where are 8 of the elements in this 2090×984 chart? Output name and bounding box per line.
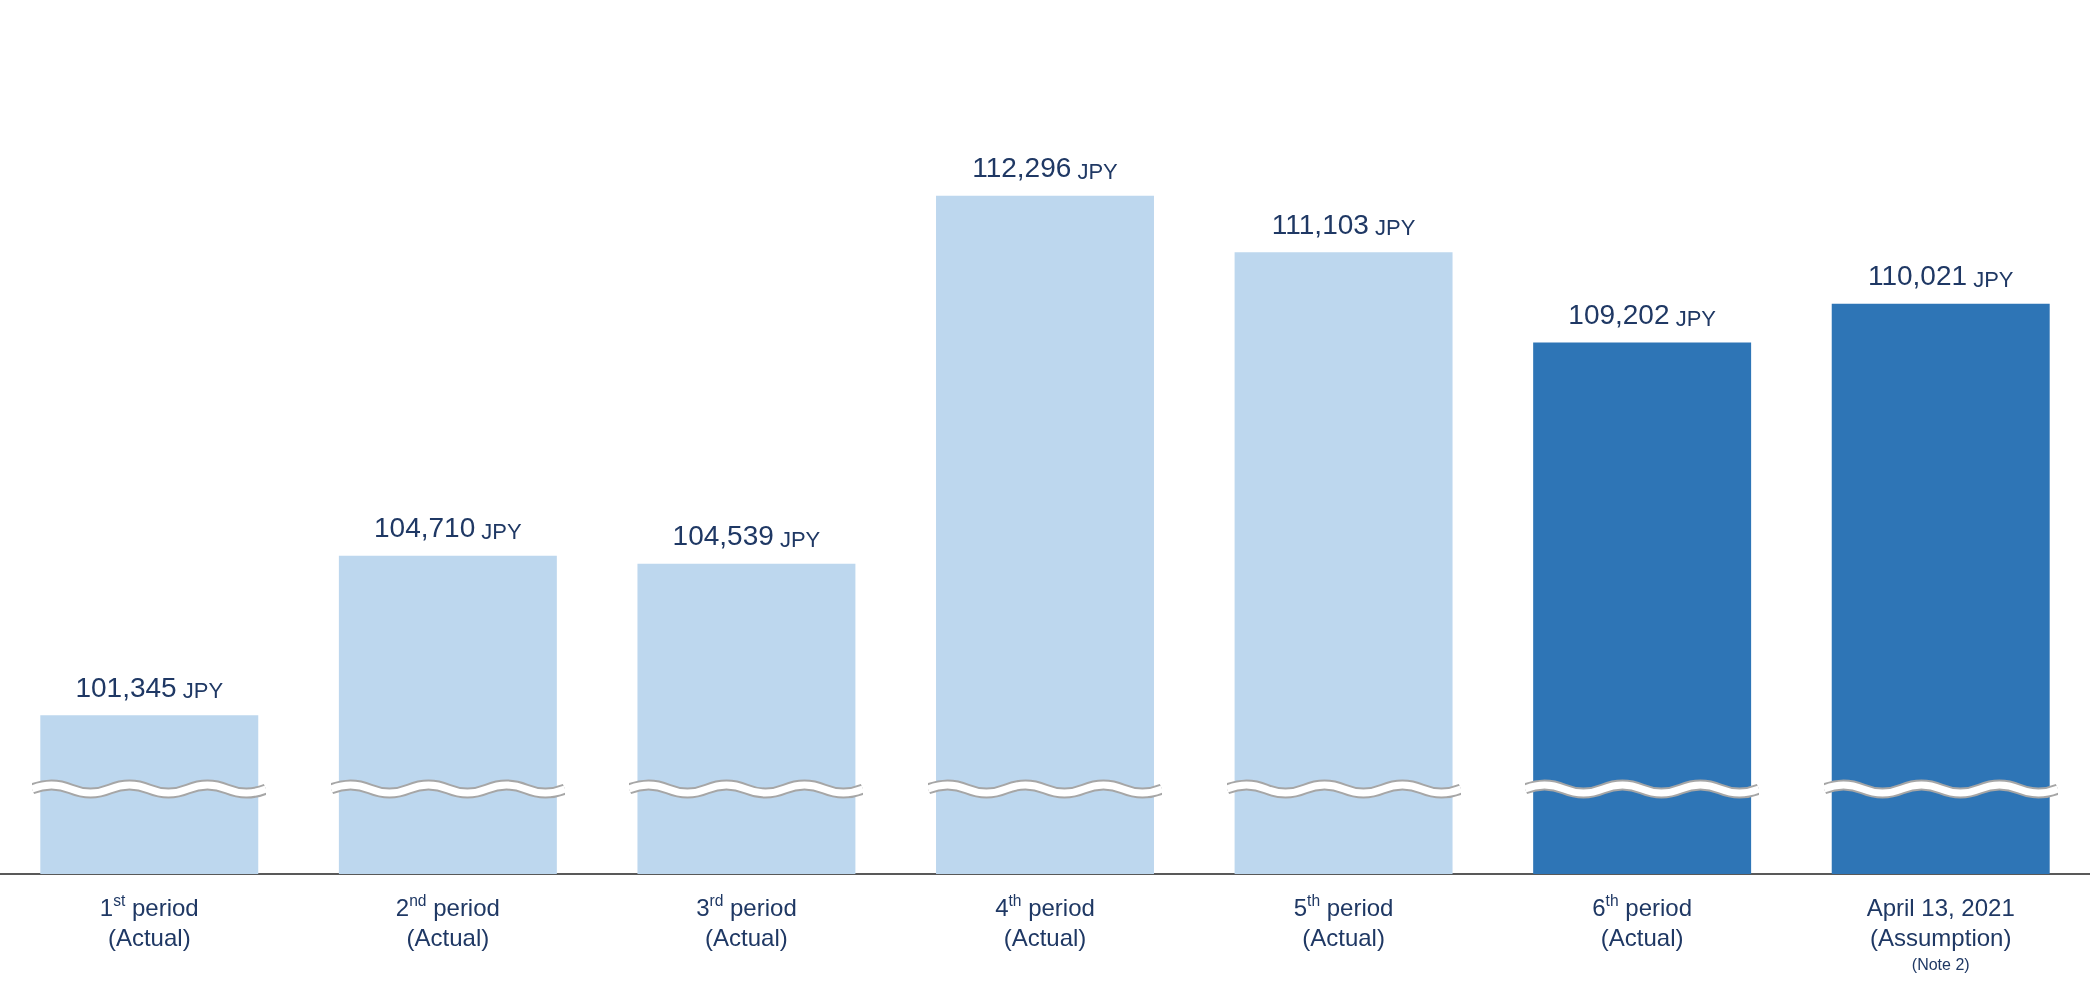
data-label: 111,103 JPY	[1271, 209, 1416, 241]
data-label: 104,710 JPY	[374, 512, 523, 544]
data-label: 112,296 JPY	[972, 152, 1119, 184]
data-label: 109,202 JPY	[1568, 299, 1717, 331]
x-tick-label: April 13, 2021 (Assumption) (Note 2)	[1866, 894, 2015, 973]
data-label: 104,539 JPY	[672, 520, 821, 552]
data-label: 101,345 JPY	[75, 672, 224, 704]
data-label: 110,021 JPY	[1867, 260, 2014, 292]
